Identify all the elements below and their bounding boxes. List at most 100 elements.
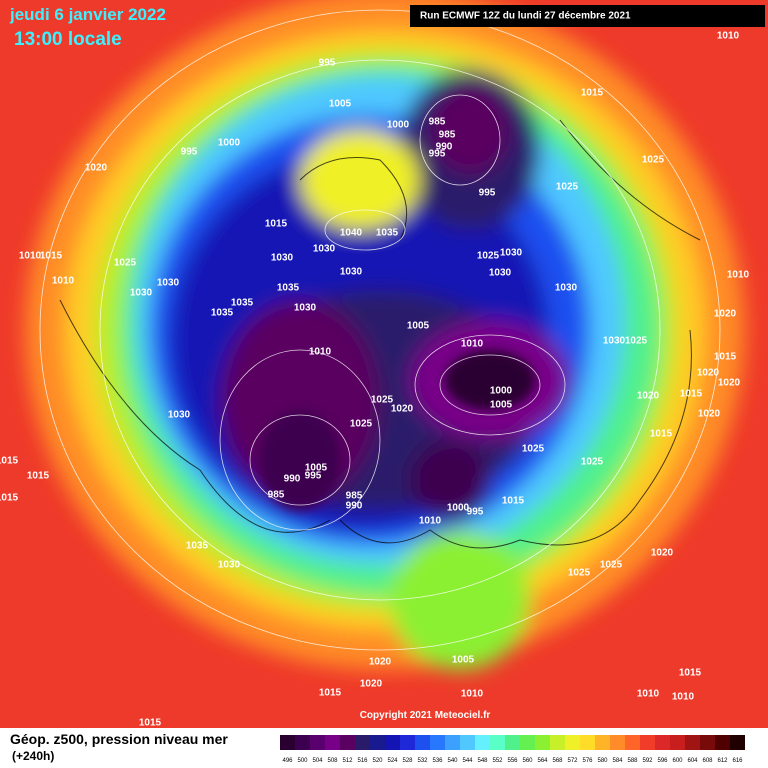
legend-label: 548 [477, 758, 488, 764]
isobar-label: 1035 [277, 283, 300, 294]
isobar-label: 1010 [717, 31, 740, 42]
legend-swatch [430, 735, 445, 750]
legend-swatch [505, 735, 520, 750]
legend-label: 556 [507, 758, 518, 764]
isobar-label: 1020 [391, 404, 414, 415]
isobar-label: 1005 [490, 400, 513, 411]
isobar-label: 1010 [309, 347, 332, 358]
isobar-label: 1035 [231, 298, 254, 309]
isobar-label: 1010 [461, 339, 484, 350]
isobar-label: 1005 [452, 655, 475, 666]
isobar-label: 1015 [40, 251, 63, 262]
isobar-label: 1015 [265, 219, 288, 230]
isobar-label: 1030 [271, 253, 294, 264]
isobar-label: 1010 [419, 516, 442, 527]
legend-label: 576 [582, 758, 593, 764]
isobar-label: 990 [284, 474, 301, 485]
isobar-label: 1010 [672, 692, 695, 703]
legend-label: 600 [672, 758, 683, 764]
legend-swatch [610, 735, 625, 750]
isobar-label: 1015 [679, 668, 702, 679]
legend-label: 616 [732, 758, 743, 764]
isobar-label: 1035 [211, 308, 234, 319]
legend-swatch [550, 735, 565, 750]
legend-swatch [325, 735, 340, 750]
time: 13:00 locale [14, 29, 122, 50]
isobar-label: 1025 [625, 336, 648, 347]
legend-swatch [520, 735, 535, 750]
legend-swatch [385, 735, 400, 750]
legend-label: 580 [597, 758, 608, 764]
isobar-label: 1025 [556, 182, 579, 193]
legend-label: 540 [447, 758, 458, 764]
date: jeudi 6 janvier 2022 [9, 5, 166, 24]
legend-swatch [580, 735, 595, 750]
isobar-label: 1030 [294, 303, 317, 314]
isobar-label: 1020 [369, 657, 392, 668]
legend-swatch [295, 735, 310, 750]
isobar-label: 1025 [350, 419, 373, 430]
legend-swatch [655, 735, 670, 750]
legend-label: 584 [612, 758, 623, 764]
isobar-label: 1030 [603, 336, 626, 347]
isobar-label: 1000 [218, 138, 241, 149]
isobar-label: 995 [319, 58, 336, 69]
isobar-label: 1020 [360, 679, 383, 690]
legend-lead: (+240h) [12, 749, 54, 763]
isobar-label: 1005 [305, 463, 328, 474]
legend-swatch [595, 735, 610, 750]
copyright: Copyright 2021 Meteociel.fr [360, 710, 491, 721]
legend-swatch [535, 735, 550, 750]
isobar-label: 1015 [0, 456, 19, 467]
isobar-label: 1015 [714, 352, 737, 363]
isobar-label: 1025 [642, 155, 665, 166]
legend-swatch [445, 735, 460, 750]
isobar-label: 995 [429, 149, 446, 160]
isobar-label: 1030 [340, 267, 363, 278]
isobar-label: 1015 [27, 471, 50, 482]
isobar-label: 1005 [407, 321, 430, 332]
geopotential-field [0, 0, 768, 728]
run-info: Run ECMWF 12Z du lundi 27 décembre 2021 [420, 11, 631, 22]
legend-label: 504 [312, 758, 323, 764]
coastlines [59, 119, 701, 549]
legend-title: Géop. z500, pression niveau mer [10, 731, 228, 747]
isobar-label: 1025 [568, 568, 591, 579]
isobar-label: 1000 [387, 120, 410, 131]
isobar-label: 1025 [371, 395, 394, 406]
legend-label: 596 [657, 758, 668, 764]
isobar-label: 1035 [186, 541, 209, 552]
legend-swatch [280, 735, 295, 750]
isobar-label: 1015 [139, 718, 162, 729]
legend-swatch [490, 735, 505, 750]
legend-label: 528 [402, 758, 413, 764]
legend-label: 588 [627, 758, 638, 764]
legend-label: 592 [642, 758, 653, 764]
legend-swatch [700, 735, 715, 750]
isobar-label: 1030 [500, 248, 523, 259]
isobar-label: 1000 [447, 503, 470, 514]
isobar-label: 1015 [502, 496, 525, 507]
legend-swatch [715, 735, 730, 750]
legend-swatch [400, 735, 415, 750]
legend-label: 512 [342, 758, 353, 764]
isobar-label: 1030 [168, 410, 191, 421]
isobar-label: 1020 [85, 163, 108, 174]
isobar-label: 1040 [340, 228, 363, 239]
isobar-label: 1005 [329, 99, 352, 110]
legend-swatch [730, 735, 745, 750]
legend-label: 520 [372, 758, 383, 764]
legend-label: 604 [687, 758, 698, 764]
legend-label: 516 [357, 758, 368, 764]
legend-swatch [565, 735, 580, 750]
legend-label: 612 [717, 758, 728, 764]
isobar-label: 1015 [0, 493, 19, 504]
legend-swatch [475, 735, 490, 750]
isobar-label: 1030 [489, 268, 512, 279]
isobar-label: 990 [436, 142, 453, 153]
legend-swatch [355, 735, 370, 750]
isobar-label: 1010 [19, 251, 42, 262]
legend-label: 572 [567, 758, 578, 764]
